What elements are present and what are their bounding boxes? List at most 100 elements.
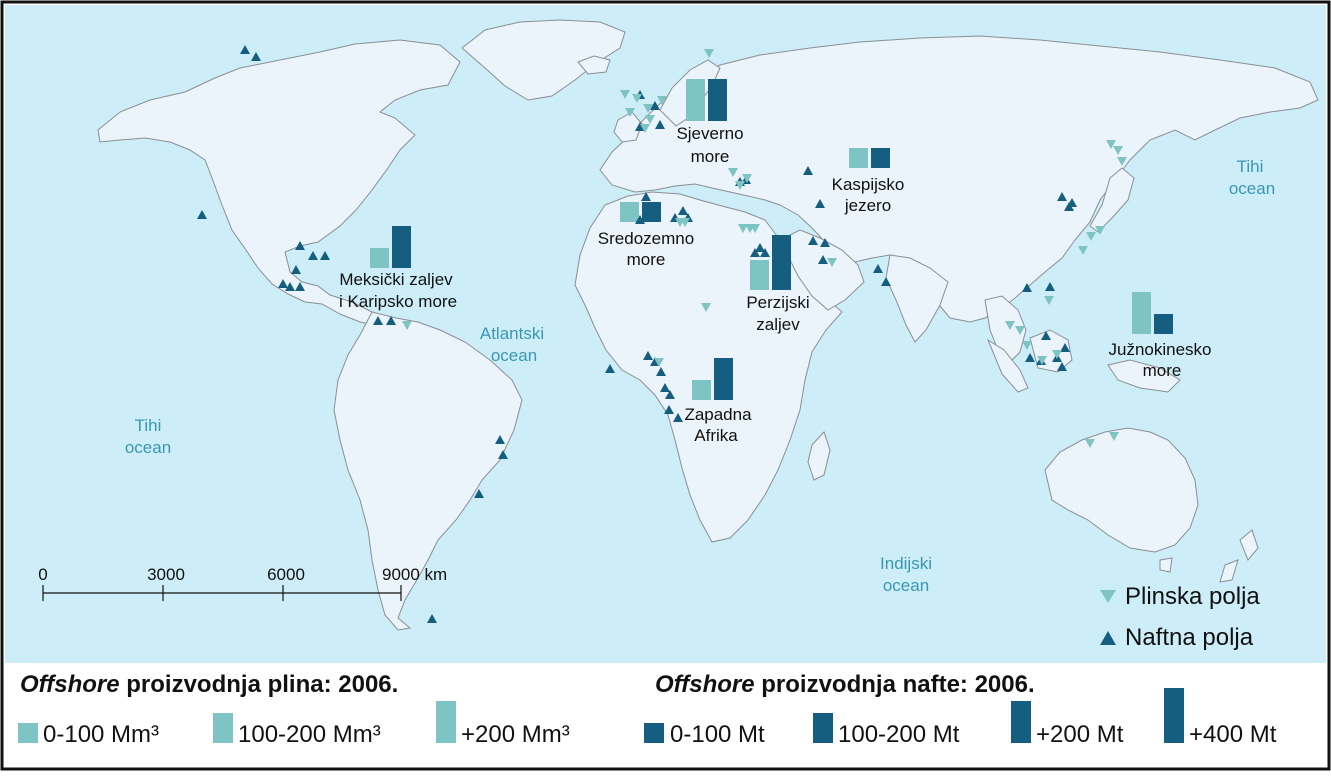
gas-field-marker bbox=[1117, 157, 1127, 166]
oil-field-marker bbox=[1041, 331, 1051, 340]
oil-field-marker bbox=[656, 367, 666, 376]
gas-bar-south-china-sea bbox=[1132, 292, 1151, 334]
ocean-labels: Tihi ocean Tihi ocean Atlantski ocean Indij… bbox=[125, 157, 1275, 595]
oil-legend-label-3: +200 Mt bbox=[1036, 721, 1124, 748]
gas-field-marker bbox=[625, 108, 635, 117]
sumatra bbox=[986, 338, 1029, 393]
north-sea-label: Sjeverno more bbox=[676, 124, 743, 166]
oil-field-marker bbox=[320, 251, 330, 260]
australia bbox=[1044, 427, 1199, 553]
oil-field-marker bbox=[1057, 362, 1067, 371]
scale-bar: 0 3000 6000 9000 km bbox=[38, 565, 447, 601]
gas-field-marker bbox=[738, 224, 748, 233]
gas-field-marker bbox=[1078, 246, 1088, 255]
oil-legend-swatch-1 bbox=[644, 723, 664, 743]
indian-label: Indijski ocean bbox=[880, 554, 932, 595]
west-africa-label: Zapadna Afrika bbox=[684, 405, 752, 445]
oil-field-marker bbox=[295, 241, 305, 250]
oil-field-marker bbox=[650, 101, 660, 110]
oil-field-marker bbox=[427, 614, 437, 623]
region-production-bars bbox=[370, 79, 1173, 400]
oil-field-marker bbox=[873, 264, 883, 273]
oil-field-marker bbox=[881, 277, 891, 286]
gas-legend-label-1: 0-100 Mm³ bbox=[43, 721, 159, 748]
symbol-legend: Plinska polja Naftna polja bbox=[1100, 583, 1260, 651]
caspian-label: Kaspijsko jezero bbox=[832, 175, 905, 215]
scale-label-9000: 9000 km bbox=[382, 565, 447, 584]
gas-legend: 0-100 Mm³ 100-200 Mm³ +200 Mm³ bbox=[18, 701, 570, 748]
oil-field-marker bbox=[1057, 192, 1067, 201]
oil-legend-label-4: +400 Mt bbox=[1189, 721, 1277, 748]
new-guinea bbox=[1107, 359, 1181, 393]
oil-field-marker bbox=[308, 251, 318, 260]
oil-field-marker bbox=[760, 248, 770, 257]
oil-field-marker bbox=[750, 248, 760, 257]
gas-legend-swatch-1 bbox=[18, 723, 38, 743]
scale-label-0: 0 bbox=[38, 565, 47, 584]
gas-field-marker bbox=[657, 96, 667, 105]
gas-field-marker bbox=[827, 258, 837, 267]
gas-legend-label-3: +200 Mm³ bbox=[461, 721, 570, 748]
oil-field-marker bbox=[820, 238, 830, 247]
oil-field-marker bbox=[664, 405, 674, 414]
gas-field-marker bbox=[654, 358, 664, 367]
oil-legend-swatch-2 bbox=[813, 713, 833, 743]
gas-bar-mediterranean bbox=[620, 202, 639, 222]
gas-field-marker bbox=[1113, 146, 1123, 155]
oil-field-marker bbox=[635, 215, 645, 224]
north-america bbox=[97, 39, 461, 327]
oil-legend-swatch-3 bbox=[1011, 701, 1031, 743]
tasmania bbox=[1159, 557, 1173, 573]
oil-field-marker bbox=[1060, 343, 1070, 352]
oil-bar-south-china-sea bbox=[1154, 314, 1173, 334]
oil-field-marker bbox=[1025, 353, 1035, 362]
scale-label-6000: 6000 bbox=[267, 565, 305, 584]
oil-field-marker bbox=[678, 206, 688, 215]
gas-field-marker bbox=[645, 115, 655, 124]
oil-fields-legend-label: Naftna polja bbox=[1125, 624, 1254, 651]
scale-label-3000: 3000 bbox=[147, 565, 185, 584]
oil-field-marker bbox=[1045, 282, 1055, 291]
gas-bar-persian-gulf bbox=[750, 260, 769, 290]
oil-field-marker bbox=[278, 279, 288, 288]
gas-bar-west-africa bbox=[692, 380, 711, 400]
atlantic-label: Atlantski ocean bbox=[480, 324, 544, 365]
gas-field-marker bbox=[632, 94, 642, 103]
gas-fields-legend-label: Plinska polja bbox=[1125, 583, 1260, 610]
oil-field-marker bbox=[660, 383, 670, 392]
gas-field-marker bbox=[680, 218, 690, 227]
oil-field-marker bbox=[808, 236, 818, 245]
oil-field-marker bbox=[495, 435, 505, 444]
oil-bar-gulf-mexico bbox=[392, 226, 411, 268]
gas-field-marker bbox=[1005, 321, 1015, 330]
gulf-mexico-label: Meksički zaljev i Karipsko more bbox=[339, 270, 457, 311]
gas-field-marker bbox=[640, 124, 650, 133]
madagascar bbox=[807, 431, 831, 481]
arabia bbox=[779, 229, 865, 311]
gas-field-legend-icon bbox=[1100, 590, 1116, 603]
oil-field-marker bbox=[498, 450, 508, 459]
oil-field-marker bbox=[1022, 283, 1032, 292]
oil-legend: 0-100 Mt 100-200 Mt +200 Mt +400 Mt bbox=[644, 688, 1277, 748]
gas-field-marker bbox=[1106, 140, 1116, 149]
gas-field-marker bbox=[1044, 296, 1054, 305]
gas-field-marker bbox=[735, 181, 745, 190]
gas-field-marker bbox=[701, 303, 711, 312]
oil-field-marker bbox=[386, 316, 396, 325]
gas-field-marker bbox=[750, 224, 760, 233]
gas-field-marker bbox=[728, 168, 738, 177]
oil-field-marker bbox=[285, 282, 295, 291]
mediterranean-label: Sredozemno more bbox=[598, 229, 694, 269]
gas-legend-swatch-3 bbox=[436, 701, 456, 743]
iceland bbox=[577, 55, 611, 75]
gas-field-marker bbox=[704, 49, 714, 58]
oil-field-marker bbox=[655, 120, 665, 129]
gas-field-marker bbox=[402, 321, 412, 330]
india bbox=[885, 254, 949, 343]
region-labels: Sjeverno more Kaspijsko jezero Sredozemno m… bbox=[339, 124, 1212, 445]
gas-field-marker bbox=[643, 104, 653, 113]
pacific-east-label: Tihi ocean bbox=[1229, 157, 1275, 198]
gas-field-marker bbox=[1085, 439, 1095, 448]
gas-field-marker bbox=[1095, 226, 1105, 235]
gas-field-marker bbox=[1109, 432, 1119, 441]
